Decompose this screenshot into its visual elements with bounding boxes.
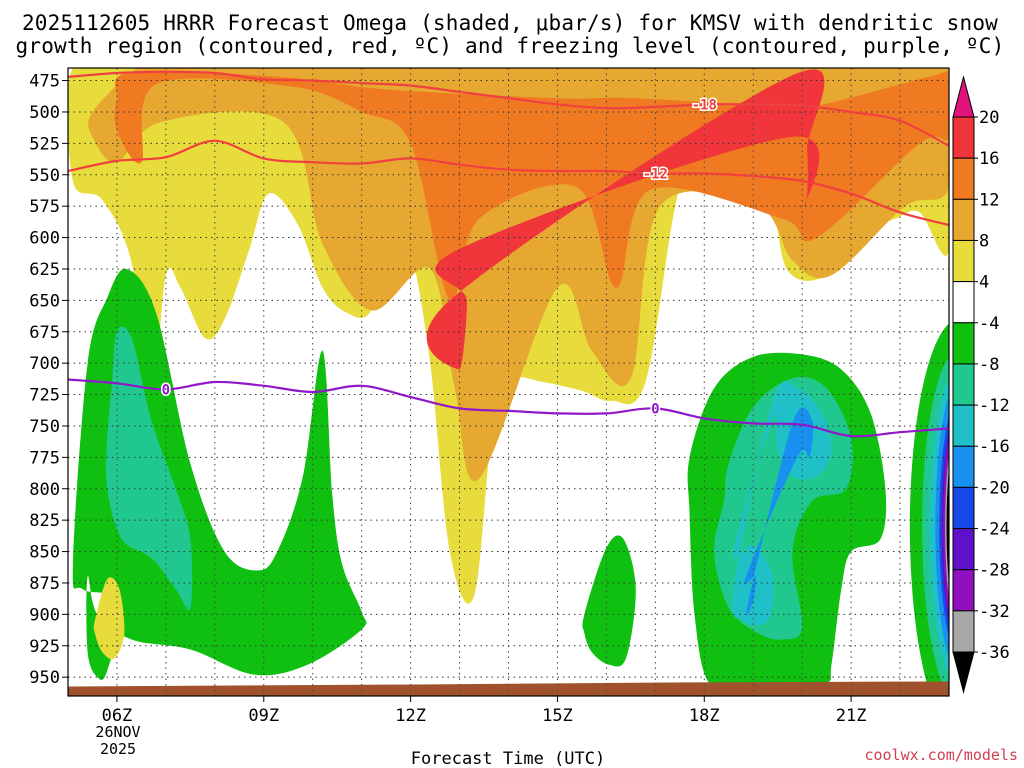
omega-region-11 <box>93 577 125 660</box>
date-label-year: 2025 <box>100 740 136 758</box>
omega-region-3 <box>426 69 825 370</box>
colorbar-label: -24 <box>979 520 1010 540</box>
contour-freezing_0 <box>68 378 949 438</box>
date-label-day: 26NOV <box>95 723 140 741</box>
colorbar-label: -20 <box>979 478 1010 498</box>
colorbar-label: -28 <box>979 561 1010 581</box>
omega-shading <box>68 68 949 696</box>
y-tick-label: 550 <box>29 166 60 186</box>
colorbar-swatch <box>952 239 975 283</box>
x-tick-label: 18Z <box>689 706 720 726</box>
omega-region-9 <box>744 407 814 616</box>
x-axis-label: Forecast Time (UTC) <box>411 749 605 768</box>
y-tick-label: 500 <box>29 103 60 123</box>
y-tick-label: 525 <box>29 134 60 154</box>
x-tick-label: 06Z <box>102 706 133 726</box>
colorbar-label: -12 <box>979 396 1010 416</box>
chart-title-line-1: 2025112605 HRRR Forecast Omega (shaded, … <box>22 11 998 35</box>
colorbar-swatch <box>952 322 975 365</box>
y-tick-label: 950 <box>29 668 60 688</box>
y-tick-label: 825 <box>29 511 60 531</box>
y-tick-label: 575 <box>29 197 60 217</box>
y-tick-label: 675 <box>29 323 60 343</box>
x-tick-label: 15Z <box>542 706 573 726</box>
contour-label: 0 <box>651 401 659 417</box>
contour-dgz_minus12 <box>68 139 949 227</box>
colorbar-top-arrow <box>952 75 975 118</box>
y-tick-label: 475 <box>29 72 60 92</box>
omega-region-10 <box>582 535 636 667</box>
colorbar-label: 12 <box>979 190 999 210</box>
y-tick-label: 700 <box>29 354 60 374</box>
chart-title-line-2: growth region (contoured, red, ºC) and f… <box>16 34 1005 58</box>
colorbar-swatch <box>952 404 975 447</box>
contour-label: 0 <box>162 383 170 399</box>
colorbar-swatch <box>952 486 975 530</box>
colorbar-swatch <box>952 198 975 241</box>
credit-link[interactable]: coolwx.com/models <box>864 746 1018 764</box>
y-tick-label: 775 <box>29 448 60 468</box>
contour-dgz_minus18 <box>68 70 949 147</box>
y-tick-label: 600 <box>29 229 60 249</box>
colorbar-label: -8 <box>979 355 999 375</box>
contour-label: -18 <box>692 97 717 113</box>
contour-lines: -18 -12 0 0 <box>68 70 949 438</box>
x-tick-label: 12Z <box>395 706 426 726</box>
colorbar-label: 4 <box>979 273 989 293</box>
terrain-ground <box>68 681 949 696</box>
grid-lines <box>67 68 950 696</box>
colorbar-label: -36 <box>979 643 1010 663</box>
axes: 475 500 525 550 575 600 625 650 675 700 725 750 775 8… <box>29 67 950 726</box>
colorbar-label: 8 <box>979 231 989 251</box>
colorbar-label: -4 <box>979 314 999 334</box>
y-tick-label: 900 <box>29 605 60 625</box>
colorbar-label: 16 <box>979 149 999 169</box>
y-tick-label: 750 <box>29 417 60 437</box>
y-tick-label: 875 <box>29 574 60 594</box>
colorbar-swatch <box>952 116 975 159</box>
colorbar-swatch <box>952 528 975 571</box>
x-tick-label: 21Z <box>836 706 867 726</box>
colorbar: 20 16 12 8 4 -4 -8 -12 -16 -20 -24 -28 -32 -36 <box>952 75 1010 694</box>
colorbar-swatch <box>952 569 975 612</box>
omega-region-4 <box>72 268 367 680</box>
y-tick-label: 800 <box>29 480 60 500</box>
omega-region-5 <box>105 326 193 611</box>
y-tick-label: 850 <box>29 543 60 563</box>
colorbar-swatch <box>952 363 975 406</box>
y-tick-label: 725 <box>29 386 60 406</box>
y-tick-label: 625 <box>29 260 60 280</box>
contour-label: -12 <box>643 167 668 183</box>
colorbar-swatch <box>952 445 975 488</box>
x-tick-label: 09Z <box>248 706 279 726</box>
y-tick-label: 925 <box>29 637 60 657</box>
colorbar-swatch <box>952 281 975 324</box>
colorbar-label: 20 <box>979 108 999 128</box>
colorbar-label: -16 <box>979 437 1010 457</box>
plot-frame <box>67 67 950 697</box>
colorbar-bottom-arrow <box>952 651 975 694</box>
colorbar-swatch <box>952 610 975 653</box>
colorbar-label: -32 <box>979 602 1010 622</box>
colorbar-swatch <box>952 157 975 200</box>
edge-band-8 <box>946 468 949 585</box>
y-tick-label: 650 <box>29 291 60 311</box>
